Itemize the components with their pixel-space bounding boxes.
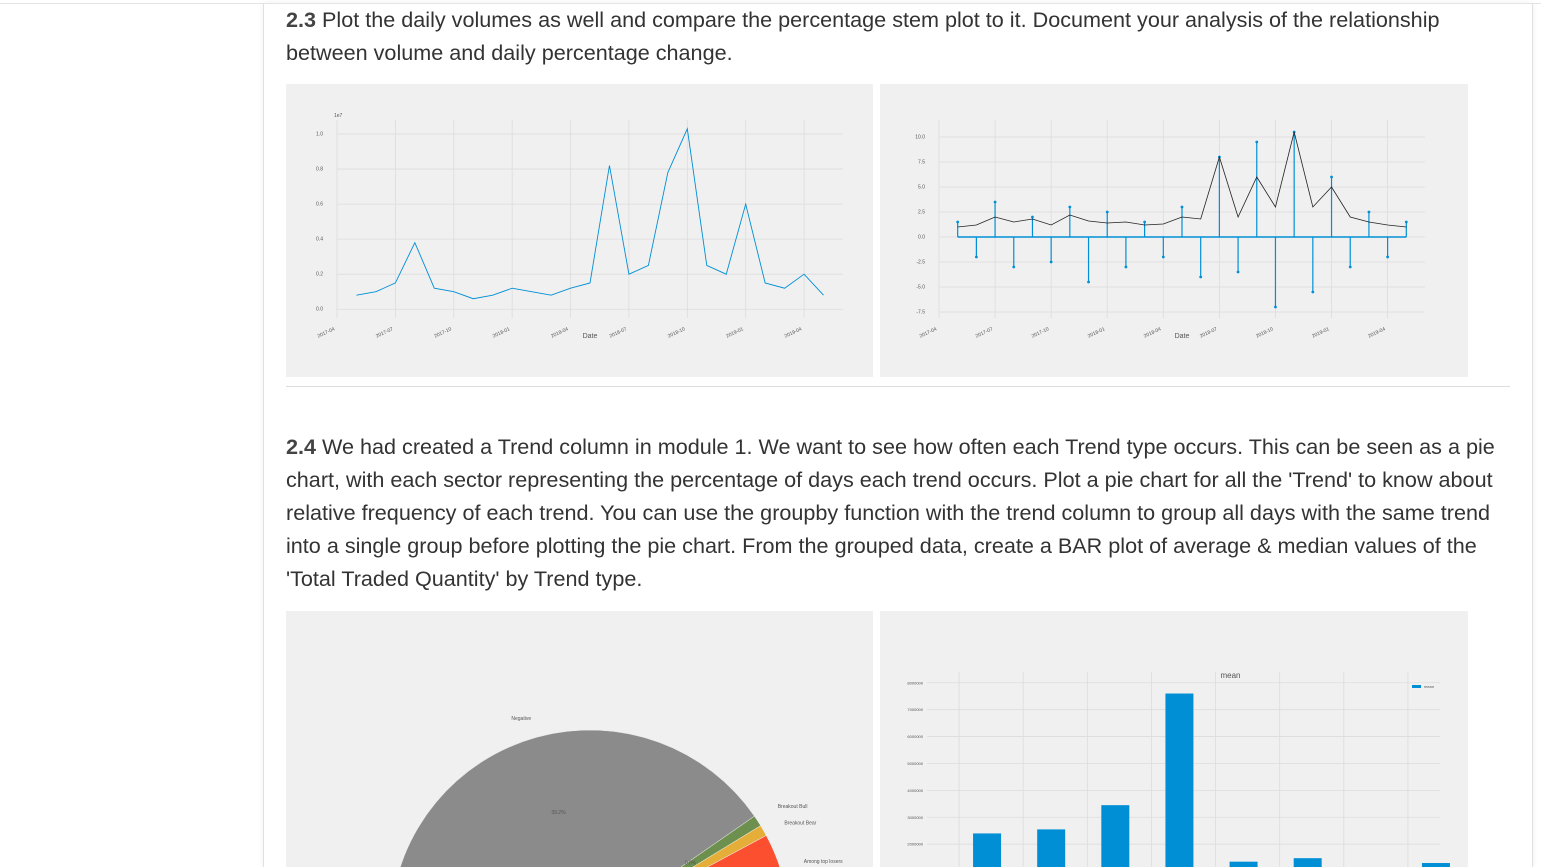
slice-label: Breakout Bull [778,804,808,810]
bar [1293,858,1322,867]
stem-marker [1348,265,1352,269]
x-tick-label: 2019-04 [1367,326,1386,339]
section-body: Plot the daily volumes as well and compa… [286,7,1440,65]
x-tick-label: 2018-07 [1199,326,1218,339]
y-tick-label: 0.8 [316,167,323,173]
stem-marker [1161,255,1165,259]
figure: 2000000 3000000 4000000 5000000 6000000 70000… [880,611,1468,867]
stem-marker [1180,205,1184,209]
figure: 0.0 0.2 0.4 0.6 0.8 1.0 2017-04 2017-07 2017-10 2… [286,84,873,377]
content-frame [263,3,1533,867]
stem-marker [1255,140,1259,144]
x-tick-label: 2018-07 [609,326,628,339]
bar [973,833,1002,867]
stem-marker [1199,275,1203,279]
y-tick-label: 0.6 [316,202,323,208]
x-tick-label: 2019-04 [784,326,803,339]
slice-label: Breakout Bear [784,821,816,827]
bar [1101,805,1130,867]
divider [286,386,1510,387]
slice-value-label: 0.9% [685,861,697,867]
x-tick-label: 2017-10 [433,326,452,339]
y-tick-label: 5.0 [918,185,925,191]
stem-marker [1049,260,1053,264]
x-tick-label: 2019-01 [725,326,744,339]
bar [1421,863,1450,867]
stem-marker [1124,265,1128,269]
y-tick-label: -7.5 [916,310,925,316]
y-tick-label: 4000000 [907,788,923,793]
x-tick-label: 2017-07 [375,326,394,339]
x-tick-label: 2018-10 [667,326,686,339]
section-text: 2.3 Plot the daily volumes as well and c… [286,3,1496,69]
y-tick-label: 8000000 [907,680,923,685]
y-tick-label: 3000000 [907,815,923,820]
x-axis-label: Date [1175,333,1190,340]
y-tick-label: 0.0 [316,307,323,313]
y-tick-label: -5.0 [916,285,925,291]
y-tick-label: 7000000 [907,707,923,712]
section-text: 2.4 We had created a Trend column in mod… [286,430,1496,595]
x-tick-label: 2018-01 [492,326,511,339]
y-tick-label: 1.0 [316,132,323,138]
y-tick-label: 2000000 [907,842,923,847]
pie-slice [706,835,781,867]
section-number: 2.4 [286,434,317,459]
x-tick-label: 2018-01 [1087,326,1106,339]
stem-marker [1386,255,1390,259]
x-axis-label: Date [583,333,598,340]
stem-marker [1330,175,1333,179]
y-tick-label: 5000000 [907,761,923,766]
data-line [356,127,824,300]
stem-marker [993,200,997,204]
x-tick-label: 2019-01 [1311,326,1330,339]
pie-slice [399,729,755,867]
legend-swatch [1412,685,1421,688]
slice-label: Negative [511,716,531,722]
legend-label: mean [1424,684,1434,689]
stem-marker [1236,270,1240,274]
section-number: 2.3 [286,7,317,32]
y-tick-label: 2.5 [918,210,925,216]
stem-marker [1068,205,1072,209]
y-tick-label: 6000000 [907,734,923,739]
x-tick-label: 2018-04 [550,326,569,339]
stem-marker [1012,265,1016,269]
x-tick-label: 2017-04 [317,326,336,339]
stem-marker [1031,215,1034,219]
slice-label: Among top losers [804,859,843,865]
y-tick-label: 0.0 [918,235,925,241]
stem-marker [1367,210,1371,214]
x-tick-label: 2018-04 [1143,326,1162,339]
y-tick-label: -2.5 [916,260,925,266]
bar [1037,829,1066,867]
y-tick-label: 0.2 [316,272,323,278]
stem-marker [1311,290,1315,294]
top-border [0,3,1541,4]
stem-marker [1404,220,1408,224]
slice-value-label: 39.2% [551,810,566,816]
stem-marker [1105,210,1109,214]
x-tick-label: 2017-10 [1031,326,1050,339]
stem-marker [1274,305,1277,309]
x-tick-label: 2017-07 [975,326,994,339]
stem-marker [1087,280,1090,284]
x-tick-label: 2018-10 [1255,326,1274,339]
stem-marker [1143,220,1147,224]
stem-marker [974,255,978,259]
y-tick-label: 0.4 [316,237,323,243]
y-tick-label: 7.5 [918,160,925,166]
chart-title: mean [1220,671,1240,680]
figure: -7.5 -5.0 -2.5 0.0 2.5 5.0 7.5 10.0 2017-04 2017-… [880,84,1468,377]
bar [1229,861,1258,867]
offset-label: 1e7 [334,113,343,119]
y-tick-label: 10.0 [915,135,925,141]
data-line [957,131,1407,228]
figure: PositiveNegative39.2%Breakout Bull0.9%Br… [286,611,873,867]
bar [1165,693,1194,867]
stem-marker [956,220,960,224]
x-tick-label: 2017-04 [919,326,938,339]
section-body: We had created a Trend column in module … [286,434,1495,591]
